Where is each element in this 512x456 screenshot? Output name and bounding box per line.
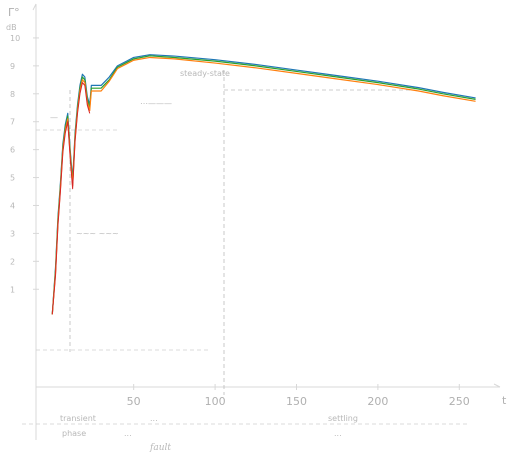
x-tick-label: 200	[367, 395, 388, 408]
y-axis-unit: dB	[6, 23, 17, 32]
x-tick-label: 50	[127, 395, 141, 408]
y-axis-label: Γ°	[8, 6, 20, 19]
x-axis-arrow	[493, 383, 501, 388]
bottom-group-3-line2: ...	[334, 429, 342, 438]
bottom-group-1-line2: phase	[62, 429, 86, 438]
series-line-4	[51, 82, 91, 315]
y-axis-arrow	[32, 3, 37, 11]
y-tick-label: 1	[10, 285, 15, 294]
y-tick-label: 3	[10, 229, 15, 238]
annotation-left-upper: —	[50, 113, 58, 122]
x-ticks: 50 100 150 200 250	[127, 384, 470, 408]
series-line-3	[51, 56, 476, 315]
annotation-left-lower: ~~~ ~~~	[76, 229, 119, 238]
annotation-steady-state: steady-state	[180, 69, 230, 78]
series-group	[51, 54, 476, 315]
y-tick-label: 10	[10, 34, 20, 43]
y-tick-label: 9	[10, 62, 15, 71]
y-tick-label: 5	[10, 174, 15, 183]
bottom-group-3-line1: settling	[328, 414, 358, 423]
bottom-group-2-line2: ...	[124, 429, 132, 438]
y-ticks: 1 2 3 4 5 6 7 8 9 10	[10, 34, 39, 294]
y-tick-label: 7	[10, 118, 15, 127]
x-axis-label: t	[502, 394, 507, 407]
y-tick-label: 6	[10, 146, 15, 155]
x-tick-label: 250	[449, 395, 470, 408]
y-tick-label: 2	[10, 257, 15, 266]
series-line-2	[51, 55, 476, 315]
bottom-group-2-line1: ...	[150, 414, 158, 423]
x-tick-label: 100	[205, 395, 226, 408]
bottom-italic-label: fault	[149, 443, 171, 453]
y-tick-label: 8	[10, 90, 15, 99]
bottom-group-1-line1: transient	[60, 414, 96, 423]
y-tick-label: 4	[10, 201, 15, 210]
series-line-1	[51, 54, 476, 315]
x-tick-label: 150	[286, 395, 307, 408]
annotation-left-mid: ⋯———	[140, 99, 172, 108]
